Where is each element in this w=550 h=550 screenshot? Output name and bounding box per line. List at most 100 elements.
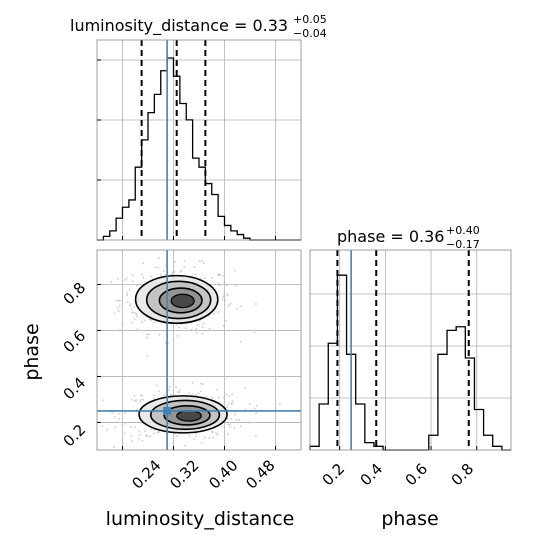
luminosity-distance-histogram-panel <box>96 39 302 241</box>
scatter-point <box>198 320 201 323</box>
scatter-point <box>124 278 127 281</box>
scatter-point <box>177 391 180 394</box>
scatter-point <box>124 422 127 425</box>
scatter-point <box>155 384 158 387</box>
phase-x-tick-labels: 0.2 0.4 0.6 0.8 <box>319 460 478 490</box>
scatter-point <box>201 259 204 262</box>
y-axis-label-phase: phase <box>21 323 43 380</box>
scatter-point <box>101 399 104 402</box>
scatter-point <box>156 431 159 434</box>
contour-mode0-level3 <box>170 293 195 309</box>
scatter-point <box>128 288 131 291</box>
scatter-point <box>133 318 136 321</box>
scatter-point <box>189 434 191 437</box>
scatter-point <box>141 394 144 397</box>
scatter-point <box>227 423 229 426</box>
scatter-point <box>118 304 121 307</box>
scatter-point <box>227 305 230 308</box>
scatter-point <box>117 299 120 302</box>
joint-frame <box>96 249 302 451</box>
scatter-point <box>136 315 138 318</box>
scatter-point <box>168 386 171 389</box>
scatter-point <box>216 433 219 436</box>
joint-y-tick-0.2: 0.2 <box>60 421 90 451</box>
phase-hist-frame <box>309 249 512 451</box>
scatter-point <box>226 284 229 287</box>
scatter-point <box>153 397 155 400</box>
scatter-point <box>116 421 119 424</box>
scatter-point <box>191 392 194 395</box>
scatter-point <box>230 417 233 420</box>
scatter-point <box>159 273 162 276</box>
scatter-point <box>117 310 120 313</box>
scatter-point <box>203 276 206 279</box>
scatter-point <box>244 387 246 390</box>
scatter-point <box>244 408 247 411</box>
phase-title-main: phase = 0.36 <box>337 227 444 246</box>
scatter-point <box>126 294 129 297</box>
scatter-point <box>138 430 141 433</box>
phase-histogram-panel <box>309 249 512 451</box>
scatter-point <box>221 298 224 301</box>
joint-truth-marker <box>163 406 172 415</box>
scatter-point <box>236 307 239 310</box>
scatter-point <box>132 311 135 314</box>
luminosity-distance-title-main: luminosity_distance = 0.33 <box>70 16 288 36</box>
scatter-point <box>176 334 179 337</box>
scatter-point <box>230 402 233 405</box>
scatter-point <box>131 274 134 277</box>
scatter-point <box>144 430 147 433</box>
scatter-point <box>225 393 228 396</box>
scatter-point <box>200 277 203 280</box>
joint-y-tick-0.6: 0.6 <box>60 327 90 357</box>
joint-x-tick-0.24: 0.24 <box>128 456 164 492</box>
scatter-point <box>153 432 156 435</box>
scatter-point <box>130 308 133 311</box>
scatter-point <box>172 271 175 274</box>
scatter-point <box>225 319 228 322</box>
scatter-point <box>138 433 141 436</box>
scatter-point <box>235 284 238 287</box>
scatter-point <box>163 393 166 396</box>
scatter-point <box>130 398 133 401</box>
scatter-point <box>184 444 187 447</box>
scatter-point <box>150 275 152 278</box>
scatter-point <box>238 419 241 422</box>
scatter-point <box>211 277 214 280</box>
joint-x-tick-0.32: 0.32 <box>166 456 202 492</box>
scatter-point <box>146 333 149 336</box>
scatter-point <box>136 408 138 411</box>
scatter-point <box>247 421 250 424</box>
scatter-point <box>142 276 145 279</box>
scatter-point <box>133 306 136 309</box>
scatter-point <box>142 398 145 401</box>
scatter-point <box>234 269 236 272</box>
lum-hist-frame <box>96 39 302 241</box>
scatter-point <box>137 437 140 440</box>
scatter-point <box>142 262 145 265</box>
scatter-point <box>201 326 204 328</box>
phase-x-tick-0.8: 0.8 <box>448 460 478 490</box>
scatter-point <box>162 269 165 272</box>
scatter-point <box>201 383 204 386</box>
scatter-point <box>114 426 117 429</box>
scatter-point <box>136 328 139 331</box>
scatter-point <box>124 412 127 415</box>
scatter-point <box>222 396 225 399</box>
scatter-point <box>152 394 155 397</box>
joint-y-tick-0.4: 0.4 <box>60 374 90 404</box>
scatter-point <box>129 425 132 428</box>
scatter-point <box>227 433 230 436</box>
scatter-point <box>184 327 187 330</box>
scatter-point <box>131 321 133 324</box>
phase-title-sub: −0.17 <box>446 238 480 251</box>
scatter-point <box>134 312 137 315</box>
luminosity-distance-title-sup: +0.05 <box>293 13 327 26</box>
scatter-point <box>231 393 233 396</box>
scatter-point <box>233 426 236 429</box>
scatter-point <box>216 388 219 391</box>
phase-x-tick-0.4: 0.4 <box>357 460 387 490</box>
scatter-point <box>224 299 227 302</box>
scatter-point <box>194 273 197 275</box>
phase-title-sup: +0.40 <box>446 224 480 237</box>
